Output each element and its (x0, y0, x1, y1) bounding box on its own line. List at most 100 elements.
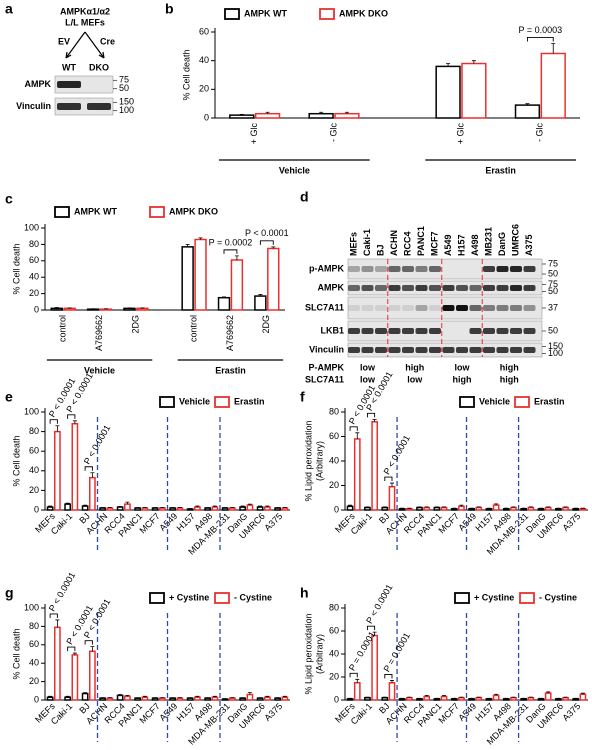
legend-label: Erastin (534, 396, 565, 406)
legend-swatch (224, 8, 240, 20)
legend-swatch (519, 592, 535, 604)
lane-label: UMRC6 (510, 224, 520, 256)
x-tick-label: 2DG (130, 315, 140, 334)
error-bar (355, 432, 360, 439)
lane-label: Caki-1 (362, 229, 372, 256)
y-tick-label: 40 (199, 55, 209, 65)
bar (527, 696, 535, 701)
bar (364, 506, 371, 511)
blot-band (496, 347, 509, 353)
blot-band (496, 285, 509, 291)
error-bar (521, 507, 526, 509)
error-bar (546, 691, 551, 694)
y-tick-label: 0 (34, 304, 39, 314)
y-tick-label: 20 (329, 671, 339, 681)
y-tick-label: 80 (29, 426, 39, 436)
blot-band (496, 305, 509, 311)
bar (353, 682, 361, 701)
error-bar (265, 695, 270, 698)
bar (398, 508, 406, 511)
significance-bracket (259, 240, 274, 245)
legend-swatch (214, 592, 230, 604)
bar (151, 697, 159, 701)
lane-label: H157 (456, 234, 466, 256)
error-bar (504, 507, 509, 509)
blot-band (469, 285, 482, 291)
x-tick-label: A549 (157, 511, 179, 533)
bar (194, 696, 201, 701)
x-tick-label: A549 (456, 511, 478, 533)
y-axis-label: % Cell death (181, 49, 191, 100)
row-label: p-AMPK (309, 263, 344, 273)
p-value: P = 0.0002 (209, 237, 253, 247)
error-bar (434, 506, 439, 508)
legend-swatch (319, 8, 335, 20)
footer-value: high (500, 362, 519, 372)
legend-swatch (214, 396, 230, 408)
error-bar (319, 111, 324, 114)
x-tick-label: control (58, 315, 68, 342)
legend-swatch (149, 592, 165, 604)
bar (71, 654, 79, 701)
bar (99, 308, 113, 311)
blot-band (442, 347, 455, 353)
blot-band (361, 328, 374, 334)
blot-band (523, 266, 536, 272)
legend-label: Erastin (234, 396, 265, 406)
lane-label: RCC4 (402, 231, 412, 256)
bar (450, 508, 458, 511)
y-tick-label: 100 (24, 406, 39, 416)
x-tick-label: MCF7 (437, 701, 461, 725)
error-bar (459, 696, 464, 698)
blot-band (361, 266, 374, 272)
blot-band (348, 285, 360, 291)
bar (520, 698, 527, 701)
marker-label: 50 (548, 325, 558, 335)
bar (346, 505, 354, 511)
bar (186, 697, 194, 701)
legend-label: - Cystine (234, 592, 272, 602)
bar (204, 697, 211, 701)
error-bar (258, 294, 263, 297)
marker-label: 50 (548, 268, 558, 278)
error-bar (504, 697, 509, 699)
error-bar (365, 696, 370, 698)
bar (308, 112, 334, 119)
legend-swatch (159, 396, 175, 408)
blot-band (402, 347, 414, 353)
blot-band (375, 266, 387, 272)
row-label: LKB1 (320, 325, 344, 335)
x-tick-label: MCF7 (437, 511, 461, 535)
error-bar (417, 697, 422, 699)
error-bar (452, 507, 457, 509)
error-bar (198, 237, 203, 240)
error-bar (83, 504, 88, 507)
bar (520, 508, 527, 511)
legend-swatch (454, 592, 470, 604)
y-tick-label: 0 (204, 112, 209, 122)
arm-label: Cre (100, 36, 115, 46)
bar (81, 692, 89, 701)
error-bar (118, 694, 123, 696)
blot-band (348, 328, 360, 334)
bar (254, 295, 267, 311)
error-bar (247, 503, 252, 506)
error-bar (442, 695, 447, 697)
blot-band (402, 305, 414, 311)
error-bar (265, 111, 270, 114)
bar (388, 485, 396, 511)
bar (274, 697, 281, 701)
bar (346, 698, 354, 701)
error-bar (382, 696, 387, 698)
blot-band (415, 328, 428, 334)
footer-value: high (453, 374, 472, 384)
blot-band (388, 347, 401, 353)
lane-label: ACHN (389, 230, 399, 256)
error-bar (240, 505, 245, 508)
blot-band (456, 305, 468, 311)
footer-value: low (455, 362, 471, 372)
bar (381, 696, 389, 701)
bar (572, 508, 580, 511)
marker-label: 150 (548, 341, 563, 351)
